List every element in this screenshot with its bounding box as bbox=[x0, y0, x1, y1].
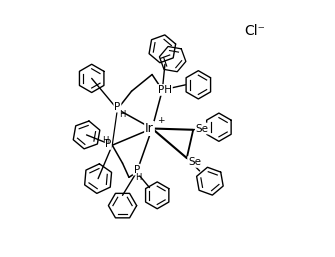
Text: Cl⁻: Cl⁻ bbox=[244, 24, 265, 38]
Text: H: H bbox=[102, 136, 108, 145]
Text: PH: PH bbox=[158, 85, 172, 95]
Text: P: P bbox=[114, 102, 121, 112]
Text: Se: Se bbox=[196, 124, 209, 133]
Text: Ir: Ir bbox=[145, 122, 154, 135]
Text: H: H bbox=[119, 110, 125, 120]
Text: Se: Se bbox=[188, 157, 201, 167]
Text: P: P bbox=[134, 165, 140, 175]
Text: H: H bbox=[135, 173, 141, 182]
Text: P: P bbox=[105, 139, 111, 149]
Text: +: + bbox=[157, 116, 165, 125]
